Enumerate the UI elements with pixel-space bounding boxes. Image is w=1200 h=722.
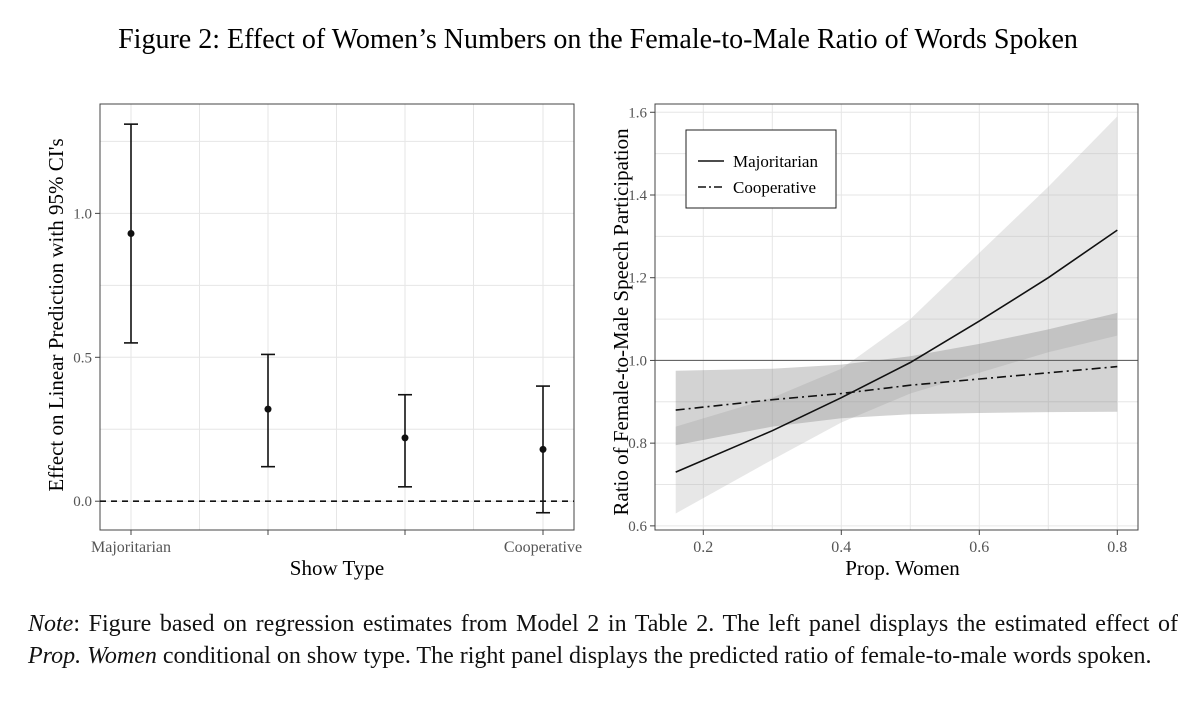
figure-title: Figure 2: Effect of Women’s Numbers on t… xyxy=(118,24,1078,55)
panel-border xyxy=(654,103,1139,531)
figure-note: Note: Figure based on regression estimat… xyxy=(28,608,1178,672)
legend-label-cooperative: Cooperative xyxy=(733,178,816,197)
x-axis-label: Prop. Women xyxy=(845,556,960,580)
legend-label-majoritarian: Majoritarian xyxy=(733,152,818,171)
note-text-after: conditional on show type. The right pane… xyxy=(156,643,1152,669)
y-tick-label: 1.4 xyxy=(628,188,647,204)
y-tick-label: 0.5 xyxy=(73,350,92,366)
note-label: Note xyxy=(28,611,74,637)
y-tick-label: 1.0 xyxy=(73,206,92,222)
y-tick-label: 1.6 xyxy=(628,105,647,121)
y-axis-label: Effect on Linear Prediction with 95% CI'… xyxy=(44,138,68,491)
y-tick-label: 0.6 xyxy=(628,519,647,535)
confidence-band-cooperative xyxy=(675,312,1118,446)
point-estimate xyxy=(127,230,135,238)
x-axis-label: Show Type xyxy=(290,556,384,580)
confidence-band-majoritarian xyxy=(675,116,1118,514)
legend-box xyxy=(685,129,837,209)
series-line-cooperative xyxy=(675,365,1118,411)
right-panel: 0.6 0.8 1.0 1.2 1.4 1.6 0.2 0.4 0.6 0.8 Majoritari… xyxy=(609,103,1139,580)
left-panel: 0.0 0.5 1.0 Majoritarian Cooperative Show Typ… xyxy=(44,103,582,580)
legend: Majoritarian Cooperative xyxy=(685,129,837,209)
note-italic-term: Prop. Women xyxy=(28,643,157,669)
figure-svg: Figure 2: Effect of Women’s Numbers on t… xyxy=(44,24,1139,580)
point-estimate xyxy=(401,434,409,442)
y-axis-label: Ratio of Female-to-Male Speech Participa… xyxy=(609,128,633,516)
series-line-majoritarian xyxy=(675,229,1118,473)
note-text-before: : Figure based on regression estimates f… xyxy=(73,611,1178,637)
x-tick-label: 0.4 xyxy=(831,539,851,556)
x-tick-label: Cooperative xyxy=(504,539,582,556)
y-tick-label: 1.2 xyxy=(628,271,647,287)
x-tick-label: 0.6 xyxy=(969,539,989,556)
point-estimate xyxy=(539,445,547,453)
y-tick-label: 0.8 xyxy=(628,436,647,452)
point-estimate xyxy=(264,405,272,413)
x-tick-label: 0.2 xyxy=(693,539,713,556)
x-tick-label: Majoritarian xyxy=(91,539,171,556)
x-tick-label: 0.8 xyxy=(1107,539,1127,556)
y-tick-label: 0.0 xyxy=(73,494,92,510)
panel-border xyxy=(99,103,575,531)
y-tick-label: 1.0 xyxy=(628,353,647,369)
